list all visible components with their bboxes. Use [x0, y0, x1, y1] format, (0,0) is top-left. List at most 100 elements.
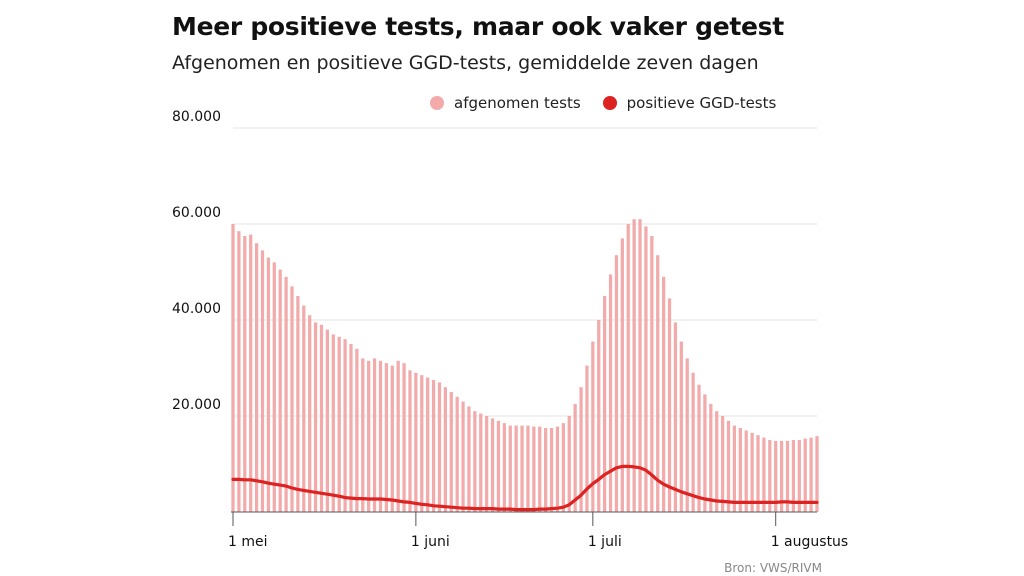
bar	[420, 375, 424, 512]
series-line-positives	[231, 464, 819, 512]
bar	[591, 341, 595, 512]
legend-label-tests: afgenomen tests	[454, 94, 581, 112]
bar	[502, 423, 506, 512]
bar	[638, 219, 642, 512]
line-layer	[231, 464, 819, 512]
bar	[231, 224, 235, 512]
bar	[585, 365, 589, 512]
bar	[614, 255, 619, 512]
y-tick-label: 80.000	[172, 109, 221, 125]
bar	[703, 394, 707, 512]
bar	[313, 322, 318, 512]
bar	[532, 426, 536, 512]
bar	[337, 336, 341, 512]
bar	[367, 360, 371, 512]
bar	[266, 257, 271, 512]
bar	[331, 334, 335, 512]
bar	[296, 296, 300, 512]
bar	[756, 435, 760, 512]
bar	[785, 440, 790, 512]
bar	[620, 238, 624, 512]
y-tick-label: 60.000	[172, 205, 221, 221]
bar	[803, 438, 807, 512]
bar	[349, 344, 353, 512]
legend-item-tests: afgenomen tests	[430, 94, 581, 112]
x-tick-label: 1 juni	[411, 534, 450, 550]
bar	[632, 219, 636, 512]
chart-subtitle: Afgenomen en positieve GGD-tests, gemidd…	[172, 52, 759, 74]
bar	[396, 360, 400, 512]
bar	[490, 418, 495, 512]
bar	[260, 250, 265, 512]
bar	[361, 358, 365, 512]
bar	[685, 358, 689, 512]
y-tick-label: 20.000	[172, 397, 221, 413]
x-tick-label: 1 augustus	[771, 534, 849, 550]
bar	[479, 413, 483, 512]
bar	[762, 437, 766, 512]
bar	[473, 411, 477, 512]
legend-dot-tests	[430, 96, 444, 110]
bar	[662, 276, 666, 512]
bar	[738, 428, 742, 512]
bar	[720, 416, 725, 512]
bar	[449, 392, 453, 512]
legend: afgenomen tests positieve GGD-tests	[430, 94, 798, 112]
bar	[549, 428, 554, 512]
bar-layer	[231, 219, 819, 512]
x-tick-label: 1 mei	[228, 534, 268, 550]
bar	[249, 234, 253, 512]
bar	[573, 404, 577, 512]
bar	[673, 322, 678, 512]
bar	[744, 430, 748, 512]
bar	[254, 243, 259, 512]
bar	[750, 432, 754, 512]
bar	[697, 384, 701, 512]
bar	[308, 315, 312, 512]
axis-layer: 20.000 40.000 60.000 80.000 1 mei 1 juni 1 jul…	[172, 109, 848, 550]
bar	[726, 420, 731, 512]
bar	[650, 236, 654, 512]
bar	[597, 320, 601, 512]
bar	[779, 440, 784, 512]
bar	[237, 231, 241, 512]
bar	[390, 365, 394, 512]
legend-label-positives: positieve GGD-tests	[626, 94, 777, 112]
bar	[325, 329, 330, 512]
bar	[667, 298, 672, 512]
bar	[272, 262, 276, 512]
bar	[791, 440, 796, 512]
grid-layer	[233, 127, 817, 417]
bar	[243, 236, 247, 512]
bar	[555, 426, 560, 512]
bar	[561, 423, 565, 512]
bar	[732, 425, 737, 512]
bar	[278, 269, 282, 512]
bar	[355, 348, 359, 512]
bar	[496, 420, 501, 512]
source-note: Bron: VWS/RIVM	[724, 561, 822, 575]
bar	[402, 363, 406, 512]
bar	[290, 286, 294, 512]
bar	[426, 377, 430, 512]
bar	[809, 437, 813, 512]
bar	[372, 358, 377, 512]
bar	[437, 382, 442, 512]
bar	[526, 425, 530, 512]
bar	[815, 436, 819, 512]
bar	[384, 363, 388, 512]
bar	[768, 440, 772, 512]
bar	[378, 360, 383, 512]
bar	[343, 339, 347, 512]
y-tick-label: 40.000	[172, 301, 221, 317]
bar	[485, 416, 489, 512]
x-tick-label: 1 juli	[588, 534, 622, 550]
bar	[431, 380, 436, 512]
legend-item-positives: positieve GGD-tests	[602, 94, 777, 112]
bar	[520, 425, 524, 512]
bar	[443, 387, 447, 512]
legend-dot-positives	[602, 96, 617, 110]
bar	[656, 255, 660, 512]
bar	[284, 276, 288, 512]
bar	[538, 426, 542, 512]
